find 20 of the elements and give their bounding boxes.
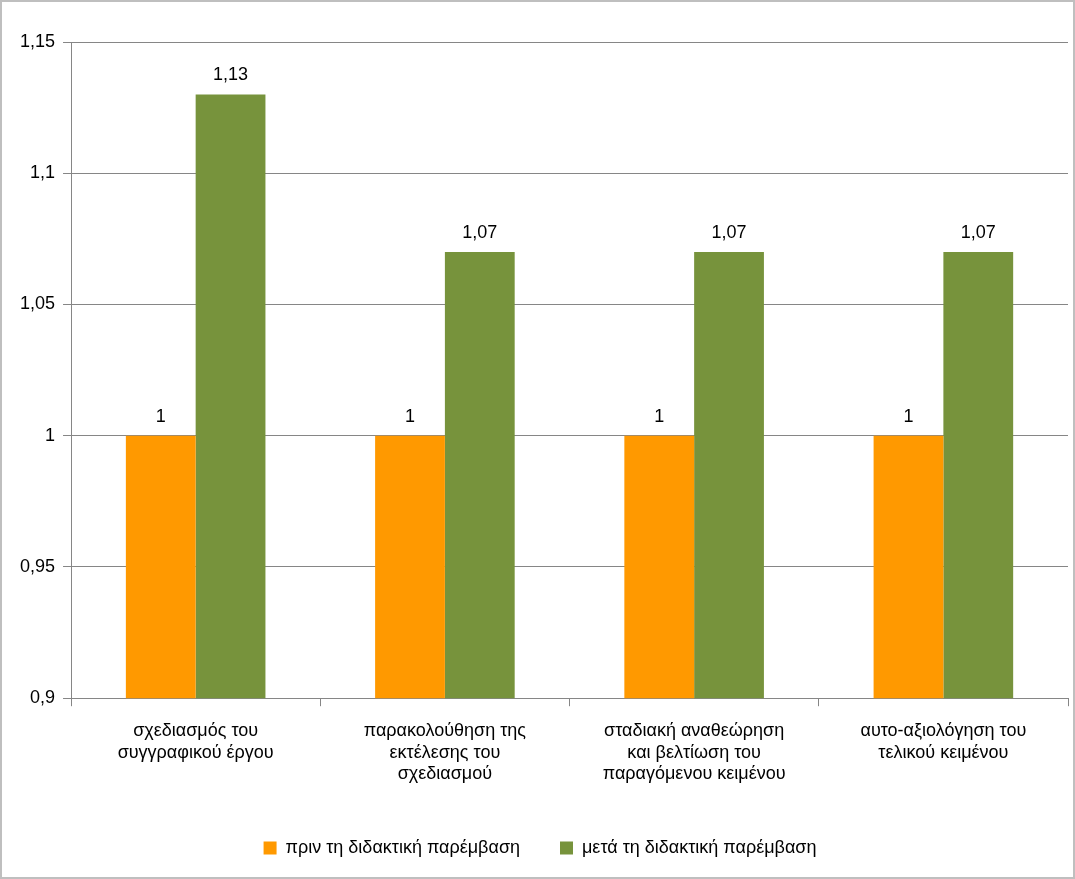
data-label: 1 [903, 405, 914, 426]
legend-label: μετά τη διδακτική παρέμβαση [582, 836, 817, 857]
y-tick-label: 1,1 [30, 162, 56, 183]
y-tick-label: 0,95 [19, 555, 56, 576]
data-label: 1,07 [960, 221, 996, 242]
x-tick-label: αυτο-αξιολόγηση του τελικού κειμένου [860, 719, 1027, 762]
y-tick-label: 0,9 [30, 687, 56, 708]
data-label: 1,13 [213, 64, 249, 85]
x-tick-label: σταδιακή αναθεώρηση και βελτίωση του παραγόμενου κειμένου [602, 719, 786, 784]
x-tick-label: παρακολούθηση της εκτέλεσης του σχεδιασμού [363, 719, 527, 784]
legend-label: πριν τη διδακτική παρέμβαση [285, 836, 521, 857]
y-tick-label: 1,15 [19, 30, 56, 51]
data-label: 1,07 [462, 221, 498, 242]
data-label: 1 [654, 405, 665, 426]
data-label: 1,07 [711, 221, 747, 242]
x-tick-label: σχεδιασμός του συγγραφικού έργου [117, 719, 274, 762]
y-tick-label: 1 [45, 424, 56, 445]
data-label: 1 [155, 405, 166, 426]
y-tick-label: 1,05 [19, 293, 56, 314]
data-label: 1 [404, 405, 416, 426]
